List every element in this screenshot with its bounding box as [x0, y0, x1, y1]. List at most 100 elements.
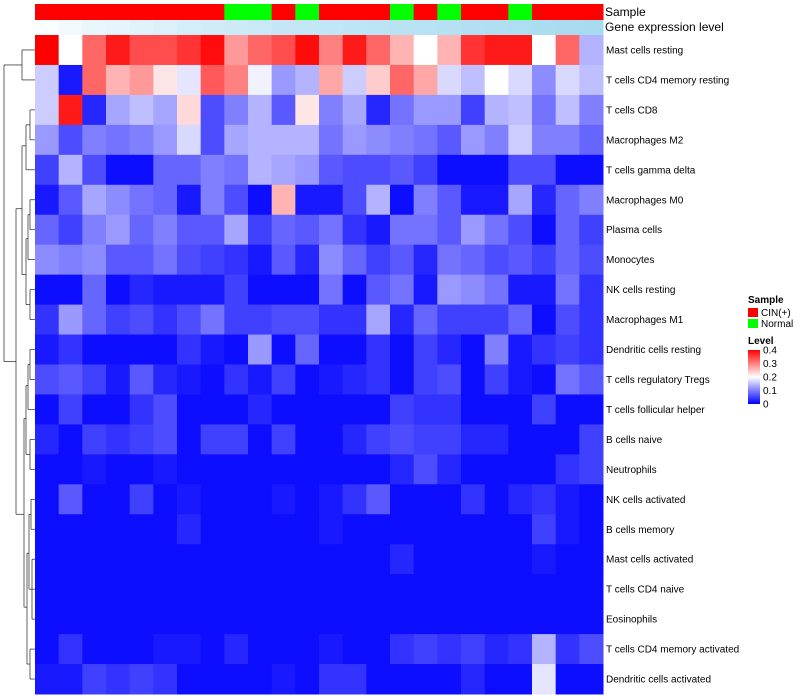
- heatmap-cell: [413, 544, 438, 575]
- heatmap-cell: [177, 514, 202, 545]
- heatmap-cell: [35, 394, 60, 425]
- legend-level-colorbar: [748, 350, 760, 404]
- legend-level-tick: 0.1: [763, 386, 777, 397]
- heatmap-cell: [366, 214, 391, 246]
- heatmap-cell: [82, 484, 107, 515]
- heatmap-cell: [484, 454, 509, 485]
- gene-expression-cell: [366, 20, 391, 35]
- heatmap-cell: [579, 574, 604, 605]
- heatmap-cell: [461, 484, 486, 515]
- heatmap-cell: [579, 514, 604, 545]
- heatmap-cell: [129, 64, 154, 96]
- heatmap-cell: [177, 484, 202, 515]
- heatmap-cell: [508, 544, 533, 575]
- heatmap-cell: [484, 214, 509, 246]
- heatmap-cell: [484, 304, 509, 336]
- heatmap-cell: [579, 214, 604, 246]
- heatmap-cell: [106, 484, 131, 515]
- heatmap-cell: [129, 634, 154, 665]
- heatmap-cell: [224, 634, 249, 665]
- heatmap-cell: [106, 274, 131, 306]
- gene-expression-cell: [129, 20, 154, 35]
- heatmap-cell: [484, 604, 509, 635]
- heatmap-cell: [461, 394, 486, 425]
- heatmap-cell: [532, 35, 557, 66]
- heatmap-cell: [153, 484, 178, 515]
- heatmap-cell: [484, 634, 509, 665]
- heatmap-cell: [413, 364, 438, 395]
- heatmap-cell: [579, 364, 604, 395]
- heatmap-cell: [248, 394, 273, 425]
- heatmap-cell: [200, 484, 225, 515]
- heatmap-cell: [555, 364, 580, 395]
- heatmap-cell: [271, 574, 296, 605]
- heatmap-cell: [224, 94, 249, 126]
- heatmap-cell: [390, 304, 415, 336]
- heatmap-cell: [248, 94, 273, 126]
- heatmap-cell: [555, 35, 580, 66]
- row-label: T cells CD4 naive: [606, 585, 685, 596]
- heatmap-cell: [82, 544, 107, 575]
- heatmap-cell: [366, 574, 391, 605]
- heatmap-cell: [508, 184, 533, 216]
- heatmap-cell: [224, 484, 249, 515]
- heatmap-cell: [58, 334, 83, 365]
- heatmap-cell: [484, 544, 509, 575]
- heatmap-cell: [295, 214, 320, 246]
- heatmap-cell: [390, 364, 415, 395]
- heatmap-cell: [35, 244, 60, 276]
- heatmap-cell: [153, 394, 178, 425]
- heatmap-cell: [342, 214, 367, 246]
- heatmap-cell: [342, 544, 367, 575]
- heatmap-cell: [177, 664, 202, 695]
- heatmap-cell: [295, 334, 320, 365]
- heatmap-cell: [248, 574, 273, 605]
- heatmap-cell: [177, 454, 202, 485]
- heatmap-cell: [366, 94, 391, 126]
- sample-annotation-track: [35, 4, 604, 20]
- heatmap-cell: [295, 544, 320, 575]
- heatmap-cell: [366, 544, 391, 575]
- heatmap-cell: [106, 184, 131, 216]
- heatmap-cell: [35, 604, 60, 635]
- heatmap-cell: [413, 274, 438, 306]
- heatmap-cell: [508, 394, 533, 425]
- gene-expression-cell: [390, 20, 415, 35]
- heatmap-cell: [82, 574, 107, 605]
- heatmap-cell: [177, 574, 202, 605]
- row-label: Mast cells resting: [606, 45, 683, 56]
- legend-cin-swatch: [748, 308, 758, 317]
- heatmap-cell: [35, 634, 60, 665]
- heatmap-cell: [413, 64, 438, 96]
- heatmap-cell: [437, 544, 462, 575]
- heatmap-cell: [555, 334, 580, 365]
- gene-expression-cell: [200, 20, 225, 35]
- heatmap-cell: [508, 664, 533, 695]
- heatmap-cell: [342, 574, 367, 605]
- sample-cell: [413, 4, 438, 20]
- heatmap-cell: [224, 214, 249, 246]
- heatmap-cell: [579, 424, 604, 455]
- gene-expression-cell: [224, 20, 249, 35]
- heatmap-cell: [224, 154, 249, 186]
- sample-cell: [461, 4, 486, 20]
- heatmap-cell: [224, 334, 249, 365]
- heatmap-cell: [342, 304, 367, 336]
- legend-level-tick: 0.3: [763, 359, 777, 370]
- heatmap-cell: [129, 214, 154, 246]
- heatmap-cell: [366, 484, 391, 515]
- heatmap-cell: [508, 454, 533, 485]
- heatmap-cell: [461, 244, 486, 276]
- heatmap-cell: [153, 244, 178, 276]
- heatmap-cell: [200, 604, 225, 635]
- heatmap-cell: [319, 214, 344, 246]
- heatmap-cell: [413, 35, 438, 66]
- heatmap-cell: [271, 484, 296, 515]
- heatmap-cell: [295, 574, 320, 605]
- heatmap-cell: [437, 35, 462, 66]
- heatmap-cell: [153, 94, 178, 126]
- heatmap-cell: [106, 214, 131, 246]
- heatmap-cell: [508, 604, 533, 635]
- heatmap-cell: [248, 544, 273, 575]
